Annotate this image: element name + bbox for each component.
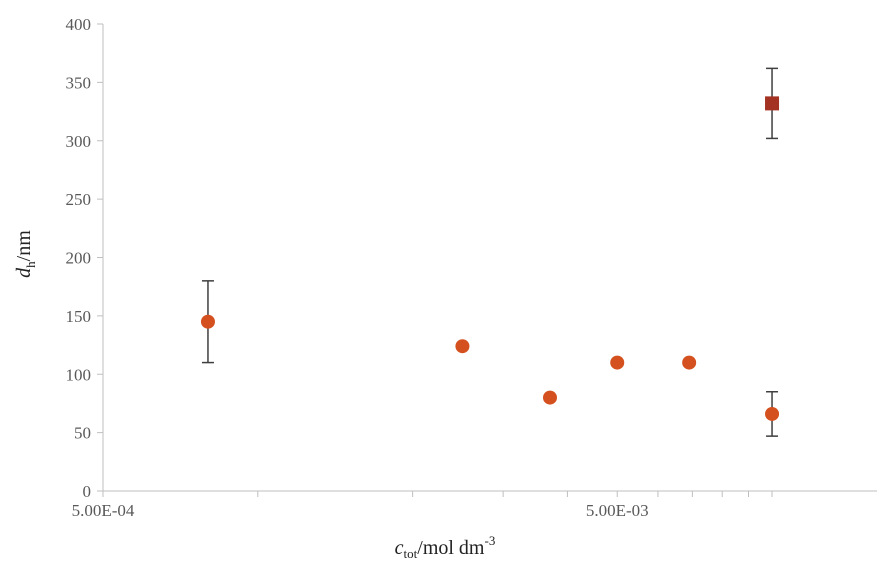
data-point-circle bbox=[542, 390, 557, 405]
data-point-circle bbox=[765, 406, 780, 421]
x-tick-label: 5.00E-04 bbox=[72, 501, 135, 520]
data-point-circle bbox=[610, 355, 625, 370]
y-tick-label: 200 bbox=[66, 249, 92, 268]
data-point-circle bbox=[200, 314, 215, 329]
data-point-circle bbox=[455, 339, 470, 354]
data-point-square bbox=[765, 96, 780, 111]
data-points bbox=[200, 96, 780, 421]
y-tick-labels: 0 50 100 150 200 250 300 350 400 bbox=[66, 15, 92, 501]
y-tick-label: 350 bbox=[66, 73, 92, 92]
y-tick-label: 400 bbox=[66, 15, 92, 34]
data-point-circle bbox=[682, 355, 697, 370]
error-bars bbox=[201, 67, 779, 437]
y-tick-label: 150 bbox=[66, 307, 92, 326]
y-axis-title: dh/nm bbox=[13, 230, 38, 278]
axes bbox=[97, 23, 877, 497]
y-tick-label: 100 bbox=[66, 365, 92, 384]
x-tick-label: 5.00E-03 bbox=[586, 501, 649, 520]
y-tick-label: 250 bbox=[66, 190, 92, 209]
x-tick-labels: 5.00E-04 5.00E-03 bbox=[72, 501, 649, 520]
y-tick-label: 300 bbox=[66, 132, 92, 151]
y-tick-label: 50 bbox=[74, 424, 91, 443]
y-tick-label: 0 bbox=[83, 482, 92, 501]
x-axis-title: ctot/mol dm-3 bbox=[395, 533, 496, 561]
